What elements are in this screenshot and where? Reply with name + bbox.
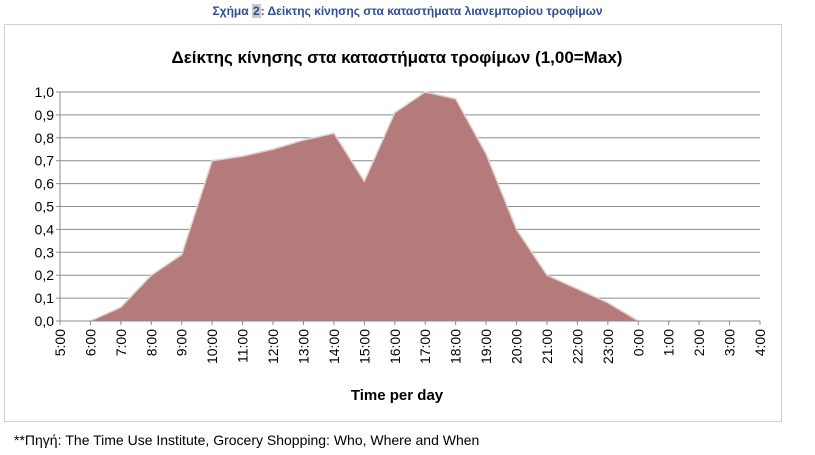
area-series (90, 91, 639, 322)
x-tick-label: 21:00 (539, 329, 555, 364)
x-tick-label: 13:00 (295, 329, 311, 364)
x-axis-label: Time per day (351, 387, 444, 404)
caption-prefix: Σχήμα (212, 4, 252, 18)
y-tick-label: 0,5 (35, 199, 55, 215)
figure-caption: Σχήμα 2: Δείκτης κίνησης στα καταστήματα… (0, 4, 815, 18)
x-tick-label: 10:00 (204, 329, 220, 364)
x-tick-label: 15:00 (356, 329, 372, 364)
x-tick-label: 1:00 (661, 329, 677, 356)
axes (59, 92, 761, 325)
x-tick-label: 23:00 (600, 329, 616, 364)
x-tick-label: 3:00 (722, 329, 738, 356)
y-tick-label: 0,2 (35, 267, 55, 283)
y-tick-label: 0,4 (35, 221, 55, 237)
y-tick-label: 0,8 (35, 130, 55, 146)
x-tick-label: 14:00 (326, 329, 342, 364)
x-tick-label: 6:00 (82, 329, 98, 356)
x-tick-label: 5:00 (52, 329, 68, 356)
caption-number: 2 (251, 4, 261, 18)
x-tick-label: 7:00 (113, 329, 129, 356)
x-tick-label: 9:00 (174, 329, 190, 356)
y-tick-label: 0,6 (35, 176, 55, 192)
x-tick-label: 11:00 (235, 329, 251, 363)
x-tick-label: 20:00 (509, 329, 525, 364)
x-tick-label: 17:00 (417, 329, 433, 364)
chart-title: Δείκτης κίνησης στα καταστήματα τροφίμων… (172, 48, 623, 67)
area-fill (90, 92, 639, 321)
x-tick-label: 4:00 (752, 329, 768, 356)
y-tick-label: 0,0 (35, 313, 55, 329)
y-tick-label: 0,3 (35, 244, 55, 260)
y-tick-label: 0,1 (35, 290, 55, 306)
caption-text: : Δείκτης κίνησης στα καταστήματα λιανεμ… (260, 4, 603, 18)
x-tick-labels: 5:00 6:00 7:00 8:00 9:00 10:00 11:00 12:00 13:00… (52, 329, 768, 364)
y-tick-labels: 0,0 0,1 0,2 0,3 0,4 0,5 0,6 0,7 0,8 0,9 1,0 (35, 84, 55, 329)
x-tick-label: 19:00 (478, 329, 494, 364)
x-tick-label: 22:00 (569, 329, 585, 364)
source-note: **Πηγή: The Time Use Institute, Grocery … (14, 432, 480, 448)
x-tick-label: 2:00 (691, 329, 707, 356)
y-tick-label: 1,0 (35, 84, 55, 100)
x-tick-label: 12:00 (265, 329, 281, 364)
x-tick-label: 18:00 (448, 329, 464, 364)
x-tick-label: 8:00 (143, 329, 159, 356)
y-tick-label: 0,9 (35, 107, 55, 123)
x-tick-label: 16:00 (387, 329, 403, 364)
y-tick-label: 0,7 (35, 153, 55, 169)
area-outline (90, 91, 639, 322)
x-tick-label: 0:00 (630, 329, 646, 356)
